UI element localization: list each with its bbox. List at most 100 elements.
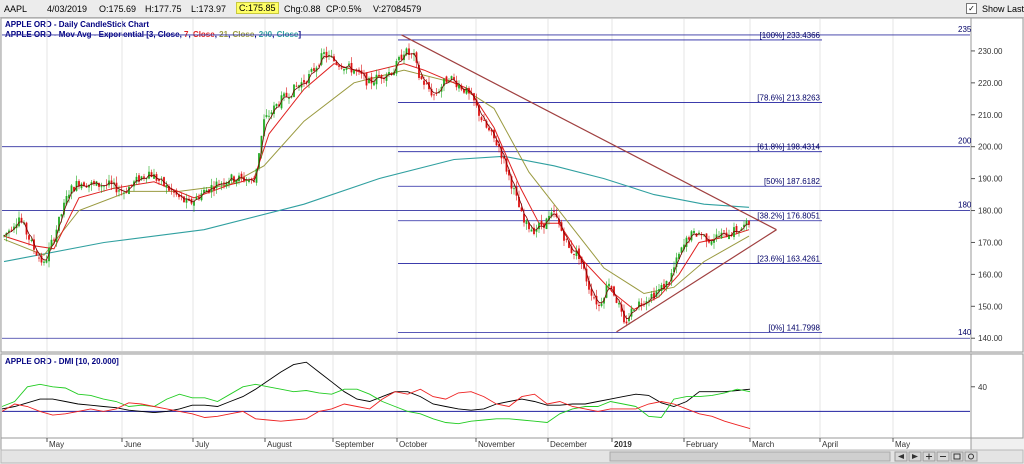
price-axis-label: 170.00 bbox=[978, 238, 1003, 247]
candle-body bbox=[28, 235, 30, 240]
scrollbar-thumb[interactable] bbox=[609, 451, 891, 462]
candle-body bbox=[385, 75, 388, 81]
date-axis-label: August bbox=[267, 440, 293, 449]
candle-body bbox=[588, 280, 590, 290]
fit-button[interactable] bbox=[950, 451, 964, 462]
candle-body bbox=[693, 230, 695, 233]
candle-body bbox=[235, 180, 238, 184]
candle-body bbox=[595, 295, 598, 305]
candle-body bbox=[435, 93, 438, 95]
candle-body bbox=[68, 194, 70, 199]
price-axis[interactable] bbox=[970, 17, 1024, 353]
toolbar-low: L:173.97 bbox=[191, 4, 227, 14]
candle-body bbox=[675, 257, 678, 268]
price-axis-label: 210.00 bbox=[978, 111, 1003, 120]
price-axis-labels: 140.00 150.00 160.00 170.00 180.00 190.00 200.… bbox=[971, 47, 1003, 343]
candle-body bbox=[3, 235, 5, 237]
zoom-in-button[interactable] bbox=[922, 451, 936, 462]
ema-legend-part: 7 bbox=[184, 30, 189, 39]
candle-body bbox=[445, 76, 448, 83]
candle-body bbox=[683, 244, 685, 250]
candle-body bbox=[488, 127, 490, 131]
date-axis-label: July bbox=[195, 440, 209, 449]
candle-body bbox=[405, 48, 408, 55]
candle-body bbox=[338, 66, 340, 67]
gear-icon bbox=[968, 453, 974, 460]
date-axis-label: June bbox=[124, 440, 142, 449]
ema-legend-title: APPLE ORD - Mov Avg - Exponential bbox=[5, 30, 144, 39]
price-axis-label: 180.00 bbox=[978, 207, 1003, 216]
ema-legend-params: [3, Close, 7, Close, 21, Close, 200, Clo… bbox=[144, 30, 301, 39]
show-last-checkbox[interactable]: ✓ bbox=[966, 3, 977, 14]
ema-legend-part: [3, bbox=[144, 30, 158, 39]
date-axis-labels: May June July August September October Novembe… bbox=[46, 438, 910, 449]
candle-body bbox=[425, 83, 428, 85]
candle-body bbox=[370, 76, 373, 84]
settings-button[interactable] bbox=[964, 451, 978, 462]
candle-body bbox=[553, 211, 555, 212]
candle-body bbox=[530, 229, 533, 232]
dmi-minus-line bbox=[1, 388, 751, 430]
fib-level-label: [38.2%] 176.8051 bbox=[757, 212, 820, 221]
candle-body bbox=[528, 222, 530, 230]
candle-body bbox=[390, 73, 393, 75]
candle-body bbox=[83, 182, 85, 187]
dmi-axis[interactable] bbox=[970, 353, 1024, 439]
candle-body bbox=[178, 194, 180, 198]
fib-level-label: [78.6%] 213.8263 bbox=[757, 94, 820, 103]
candle-body bbox=[748, 220, 750, 225]
candle-body bbox=[275, 103, 278, 107]
candle-body bbox=[713, 239, 715, 243]
horizontal-level-label: 235 bbox=[958, 25, 972, 34]
ema-legend-part: Close bbox=[233, 30, 255, 39]
candle-body bbox=[610, 286, 613, 289]
candle-body bbox=[658, 289, 660, 292]
candle-body bbox=[215, 181, 218, 189]
zoom-out-button[interactable] bbox=[936, 451, 950, 462]
candle-body bbox=[285, 92, 288, 97]
candle-body bbox=[168, 186, 170, 191]
candle-body bbox=[78, 181, 80, 187]
candle-body bbox=[368, 78, 370, 84]
fibonacci-levels: [100%] 233.4366 [78.6%] 213.8263 [61.8%] 1… bbox=[398, 31, 822, 333]
price-chart-title: APPLE ORD - Daily CandleStick Chart bbox=[5, 20, 149, 29]
fib-level-label: [23.6%] 163.4261 bbox=[757, 254, 820, 263]
dmi-panel bbox=[0, 353, 972, 439]
ema-legend-part: , bbox=[180, 30, 184, 39]
candle-body bbox=[498, 144, 500, 147]
candle-body bbox=[70, 185, 73, 194]
candle-body bbox=[500, 147, 503, 159]
candle-body bbox=[455, 80, 458, 88]
candle-body bbox=[328, 54, 330, 57]
date-axis-label: March bbox=[752, 440, 774, 449]
plus-icon bbox=[926, 453, 932, 460]
fib-level-label: [50%] 187.6182 bbox=[764, 177, 821, 186]
candle-body bbox=[228, 180, 230, 185]
candle-body bbox=[518, 196, 520, 208]
candle-body bbox=[248, 180, 250, 182]
candle-body bbox=[268, 115, 270, 117]
candle-body bbox=[120, 190, 123, 192]
dmi-plus-line bbox=[1, 383, 751, 425]
candle-body bbox=[258, 153, 260, 168]
ema200-line bbox=[3, 155, 750, 263]
ema-legend-part: , bbox=[272, 30, 276, 39]
candle-body bbox=[288, 98, 290, 99]
candle-body bbox=[733, 227, 735, 237]
candle-body bbox=[130, 184, 133, 186]
dmi-adx-line bbox=[1, 361, 751, 414]
scroll-right-button[interactable] bbox=[908, 451, 922, 462]
candle-body bbox=[123, 192, 125, 194]
candle-body bbox=[295, 85, 298, 87]
arrow-left-icon bbox=[898, 454, 904, 459]
date-axis-label: 2019 bbox=[614, 440, 632, 449]
candle-body bbox=[515, 186, 518, 196]
candle-body bbox=[20, 217, 23, 222]
trendline bbox=[616, 229, 777, 333]
ema-legend-part: ] bbox=[298, 30, 301, 39]
candle-body bbox=[665, 280, 668, 288]
scroll-left-button[interactable] bbox=[894, 451, 908, 462]
candle-body bbox=[318, 65, 320, 67]
candle-body bbox=[140, 176, 143, 180]
ema3-line bbox=[3, 52, 750, 320]
